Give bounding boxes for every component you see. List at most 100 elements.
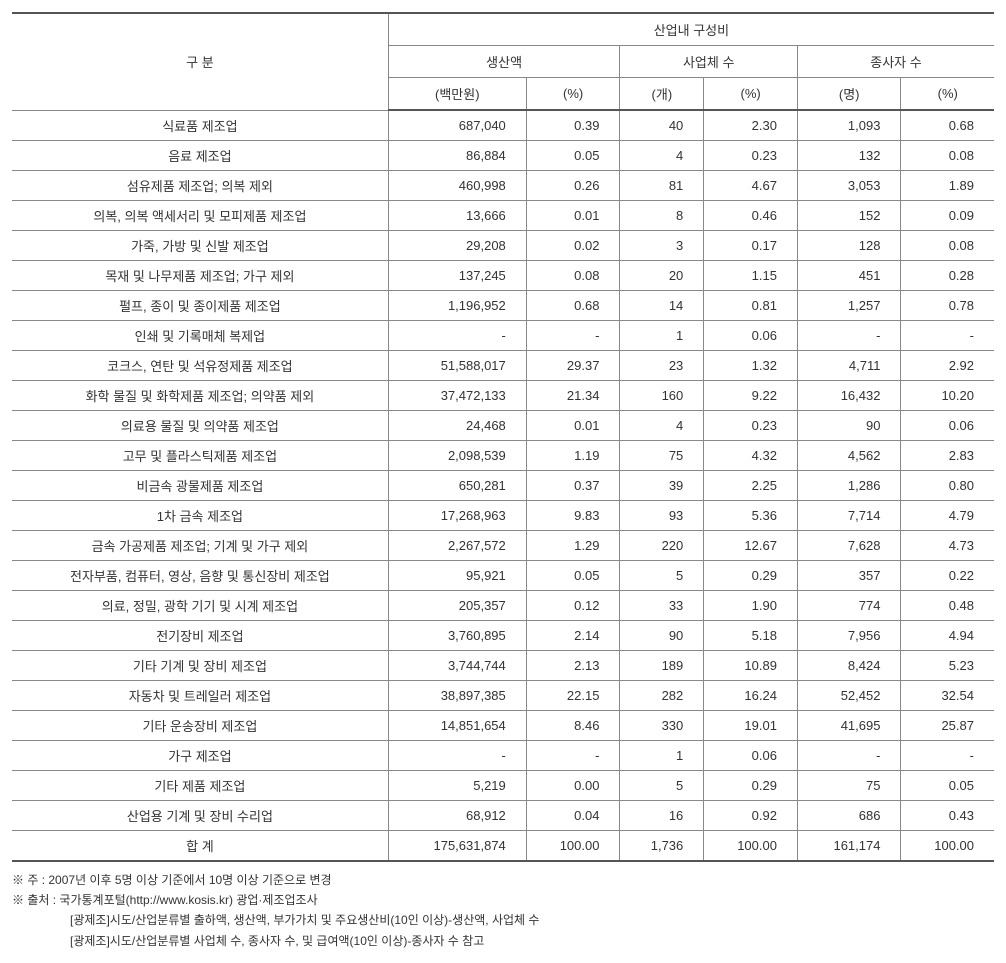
table-row: 비금속 광물제품 제조업650,2810.37392.251,2860.80 bbox=[12, 470, 994, 500]
table-row: 목재 및 나무제품 제조업; 가구 제외137,2450.08201.15451… bbox=[12, 260, 994, 290]
cell-employees-pct: 0.09 bbox=[901, 200, 994, 230]
table-row: 의료, 정밀, 광학 기기 및 시계 제조업205,3570.12331.907… bbox=[12, 590, 994, 620]
cell-business-pct: 12.67 bbox=[704, 530, 798, 560]
header-employees: 종사자 수 bbox=[797, 46, 994, 78]
cell-label: 의료용 물질 및 의약품 제조업 bbox=[12, 410, 388, 440]
footnote-line: ※ 주 : 2007년 이후 5명 이상 기준에서 10명 이상 기준으로 변경 bbox=[12, 870, 994, 890]
cell-production-pct: 22.15 bbox=[526, 680, 620, 710]
cell-business-pct: 4.32 bbox=[704, 440, 798, 470]
cell-employees-pct: 0.28 bbox=[901, 260, 994, 290]
table-row: 가구 제조업--10.06-- bbox=[12, 740, 994, 770]
cell-employees: 4,562 bbox=[797, 440, 901, 470]
cell-employees: 152 bbox=[797, 200, 901, 230]
cell-employees-pct: 4.73 bbox=[901, 530, 994, 560]
cell-employees: 1,093 bbox=[797, 110, 901, 140]
cell-label: 화학 물질 및 화학제품 제조업; 의약품 제외 bbox=[12, 380, 388, 410]
cell-business: 4 bbox=[620, 410, 704, 440]
cell-employees-pct: 0.43 bbox=[901, 800, 994, 830]
cell-business: 8 bbox=[620, 200, 704, 230]
cell-employees: 7,628 bbox=[797, 530, 901, 560]
cell-business-pct: 10.89 bbox=[704, 650, 798, 680]
cell-business-pct: 0.06 bbox=[704, 740, 798, 770]
cell-production: 29,208 bbox=[388, 230, 526, 260]
cell-employees: 774 bbox=[797, 590, 901, 620]
cell-production: - bbox=[388, 320, 526, 350]
cell-production: 205,357 bbox=[388, 590, 526, 620]
cell-business-pct: 1.90 bbox=[704, 590, 798, 620]
cell-production-pct: 1.19 bbox=[526, 440, 620, 470]
table-row: 산업용 기계 및 장비 수리업68,9120.04160.926860.43 bbox=[12, 800, 994, 830]
cell-label: 섬유제품 제조업; 의복 제외 bbox=[12, 170, 388, 200]
footnote-line: ※ 출처 : 국가통계포털(http://www.kosis.kr) 광업·제조… bbox=[12, 890, 994, 910]
cell-employees: 128 bbox=[797, 230, 901, 260]
cell-business-pct: 0.29 bbox=[704, 560, 798, 590]
table-row: 펄프, 종이 및 종이제품 제조업1,196,9520.68140.811,25… bbox=[12, 290, 994, 320]
cell-business: 93 bbox=[620, 500, 704, 530]
cell-employees-pct: 4.79 bbox=[901, 500, 994, 530]
cell-production-pct: 1.29 bbox=[526, 530, 620, 560]
cell-label: 음료 제조업 bbox=[12, 140, 388, 170]
cell-employees-pct: 100.00 bbox=[901, 830, 994, 861]
cell-employees: 16,432 bbox=[797, 380, 901, 410]
table-header: 구 분 산업내 구성비 생산액 사업체 수 종사자 수 (백만원) (%) (개… bbox=[12, 13, 994, 110]
cell-business: 33 bbox=[620, 590, 704, 620]
cell-employees: 132 bbox=[797, 140, 901, 170]
cell-production: 86,884 bbox=[388, 140, 526, 170]
cell-business: 189 bbox=[620, 650, 704, 680]
cell-production-pct: 0.08 bbox=[526, 260, 620, 290]
cell-production: 5,219 bbox=[388, 770, 526, 800]
cell-production-pct: 0.04 bbox=[526, 800, 620, 830]
cell-employees: 41,695 bbox=[797, 710, 901, 740]
cell-business: 330 bbox=[620, 710, 704, 740]
cell-production-pct: - bbox=[526, 740, 620, 770]
header-production: 생산액 bbox=[388, 46, 620, 78]
footnotes: ※ 주 : 2007년 이후 5명 이상 기준에서 10명 이상 기준으로 변경… bbox=[12, 870, 994, 952]
header-employees-pct: (%) bbox=[901, 78, 994, 111]
table-row: 기타 제품 제조업5,2190.0050.29750.05 bbox=[12, 770, 994, 800]
header-business-unit: (개) bbox=[620, 78, 704, 111]
cell-employees-pct: - bbox=[901, 740, 994, 770]
cell-employees-pct: 2.92 bbox=[901, 350, 994, 380]
cell-business-pct: 2.25 bbox=[704, 470, 798, 500]
cell-production-pct: 100.00 bbox=[526, 830, 620, 861]
cell-production-pct: 0.05 bbox=[526, 140, 620, 170]
cell-employees-pct: 0.06 bbox=[901, 410, 994, 440]
cell-employees: 8,424 bbox=[797, 650, 901, 680]
cell-production-pct: 0.02 bbox=[526, 230, 620, 260]
cell-business: 3 bbox=[620, 230, 704, 260]
header-category: 구 분 bbox=[12, 13, 388, 110]
cell-employees-pct: 0.08 bbox=[901, 140, 994, 170]
cell-production: 460,998 bbox=[388, 170, 526, 200]
cell-production-pct: 9.83 bbox=[526, 500, 620, 530]
cell-label: 의료, 정밀, 광학 기기 및 시계 제조업 bbox=[12, 590, 388, 620]
cell-employees: 52,452 bbox=[797, 680, 901, 710]
table-row: 1차 금속 제조업17,268,9639.83935.367,7144.79 bbox=[12, 500, 994, 530]
cell-production: 24,468 bbox=[388, 410, 526, 440]
cell-business-pct: 19.01 bbox=[704, 710, 798, 740]
cell-label: 1차 금속 제조업 bbox=[12, 500, 388, 530]
cell-production-pct: 8.46 bbox=[526, 710, 620, 740]
cell-business: 40 bbox=[620, 110, 704, 140]
cell-employees-pct: 0.08 bbox=[901, 230, 994, 260]
cell-production-pct: 0.00 bbox=[526, 770, 620, 800]
cell-business: 5 bbox=[620, 560, 704, 590]
cell-business-pct: 5.36 bbox=[704, 500, 798, 530]
cell-employees-pct: 32.54 bbox=[901, 680, 994, 710]
table-row: 합 계175,631,874100.001,736100.00161,17410… bbox=[12, 830, 994, 861]
cell-label: 식료품 제조업 bbox=[12, 110, 388, 140]
cell-label: 기타 운송장비 제조업 bbox=[12, 710, 388, 740]
table-row: 전기장비 제조업3,760,8952.14905.187,9564.94 bbox=[12, 620, 994, 650]
cell-production: 175,631,874 bbox=[388, 830, 526, 861]
cell-label: 코크스, 연탄 및 석유정제품 제조업 bbox=[12, 350, 388, 380]
header-employees-unit: (명) bbox=[797, 78, 901, 111]
cell-production: 687,040 bbox=[388, 110, 526, 140]
cell-production: 2,098,539 bbox=[388, 440, 526, 470]
header-production-unit: (백만원) bbox=[388, 78, 526, 111]
header-production-pct: (%) bbox=[526, 78, 620, 111]
cell-employees-pct: - bbox=[901, 320, 994, 350]
cell-employees: - bbox=[797, 740, 901, 770]
table-row: 음료 제조업86,8840.0540.231320.08 bbox=[12, 140, 994, 170]
cell-business: 160 bbox=[620, 380, 704, 410]
cell-employees: 357 bbox=[797, 560, 901, 590]
footnote-line: [광제조]시도/산업분류별 출하액, 생산액, 부가가치 및 주요생산비(10인… bbox=[12, 910, 994, 930]
